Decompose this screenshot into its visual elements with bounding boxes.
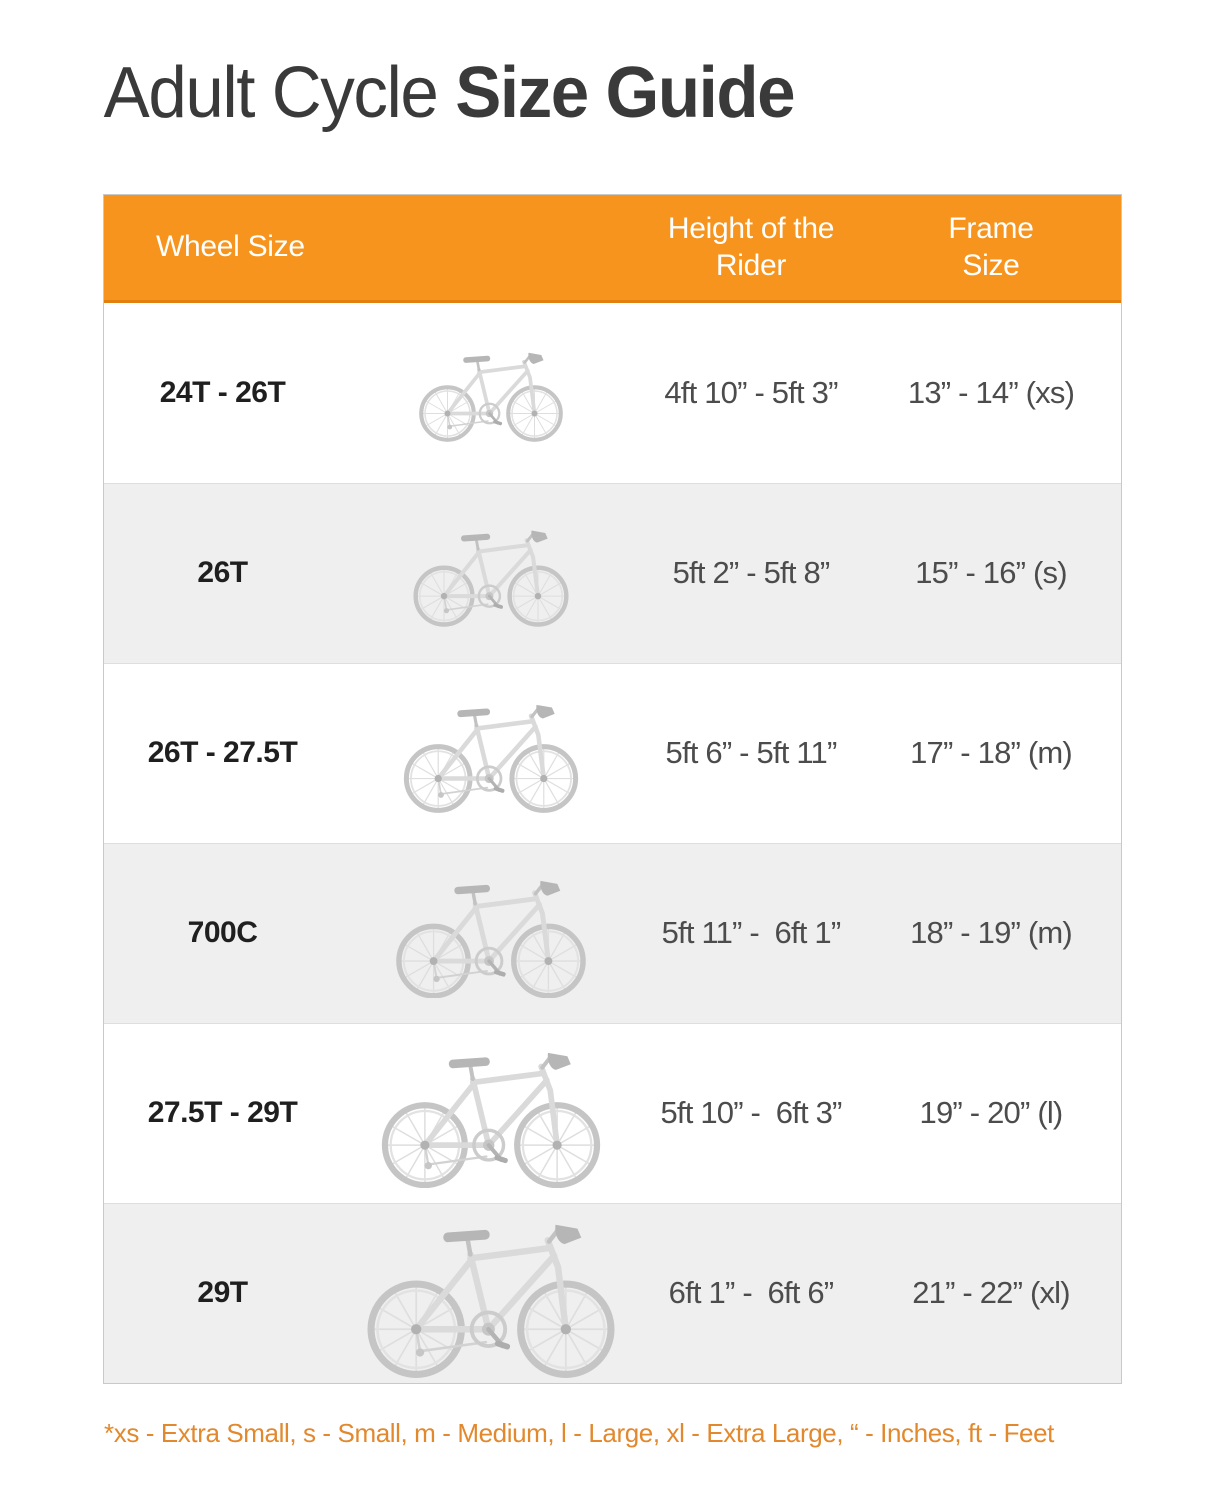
- header-rider-height: Height of the Rider: [641, 210, 861, 285]
- header-frame-size: Frame Size: [861, 210, 1121, 285]
- frame-size-value: 17” - 18” (m): [910, 735, 1073, 771]
- bike-illustration-cell: [341, 520, 641, 627]
- table-row-27-5t-29t: 27.5T - 29T 5ft 10” - 6ft 3” 19” - 20” (…: [104, 1022, 1121, 1203]
- bike-illustration-cell: [341, 343, 641, 442]
- bike-side-view-icon: [362, 1208, 620, 1378]
- bike-side-view-icon: [400, 693, 582, 813]
- rider-height-value: 5ft 6” - 5ft 11”: [665, 735, 838, 771]
- bike-side-view-icon: [377, 1038, 605, 1188]
- header-rider-height-line1: Height of the: [667, 211, 835, 245]
- header-wheel-size: Wheel Size: [156, 230, 305, 264]
- bike-illustration-cell: [341, 1038, 641, 1188]
- frame-size-value: 19” - 20” (l): [919, 1095, 1064, 1131]
- table-header-row: Wheel Size Height of the Rider Frame Siz…: [104, 194, 1121, 303]
- rider-height-value: 4ft 10” - 5ft 3”: [664, 374, 838, 410]
- legend-footnote: *xs - Extra Small, s - Small, m - Medium…: [104, 1417, 1054, 1448]
- wheel-size-value: 27.5T - 29T: [147, 1096, 298, 1130]
- bike-illustration-cell: [341, 1208, 641, 1378]
- rider-height-value: 5ft 10” - 6ft 3”: [660, 1095, 842, 1131]
- frame-size-value: 15” - 16” (s): [915, 555, 1067, 591]
- bike-illustration-cell: [341, 868, 641, 999]
- table-row-24t-26t: 24T - 26T 4ft 10” - 5ft 3” 13” - 14” (xs…: [104, 302, 1121, 483]
- wheel-size-value: 29T: [197, 1276, 248, 1310]
- wheel-size-value: 26T - 27.5T: [147, 736, 298, 770]
- wheel-size-value: 26T: [197, 556, 248, 590]
- page-title: Adult Cycle Size Guide: [0, 0, 1176, 132]
- frame-size-value: 21” - 22” (xl): [912, 1275, 1070, 1311]
- bike-illustration-cell: [341, 693, 641, 813]
- table-row-26t-27-5t: 26T - 27.5T 5ft 6” - 5ft 11” 17” - 18” (…: [104, 662, 1121, 843]
- frame-size-value: 13” - 14” (xs): [907, 374, 1075, 410]
- bike-side-view-icon: [392, 868, 590, 999]
- rider-height-value: 6ft 1” - 6ft 6”: [668, 1275, 834, 1311]
- size-guide-table: Wheel Size Height of the Rider Frame Siz…: [103, 193, 1122, 1384]
- wheel-size-value: 700C: [187, 916, 258, 950]
- page-title-light: Adult Cycle: [103, 53, 456, 133]
- table-row-29t: 29T 6ft 1” - 6ft 6” 21” - 22” (xl): [104, 1202, 1121, 1383]
- rider-height-value: 5ft 11” - 6ft 1”: [661, 915, 842, 951]
- bike-side-view-icon: [410, 520, 572, 627]
- bike-side-view-icon: [416, 343, 566, 442]
- header-rider-height-line2: Rider: [715, 249, 787, 283]
- table-row-700c: 700C 5ft 11” - 6ft 1” 18” - 19” (m): [104, 842, 1121, 1023]
- header-frame-size-line2: Size: [962, 249, 1020, 283]
- rider-height-value: 5ft 2” - 5ft 8”: [672, 555, 831, 591]
- frame-size-value: 18” - 19” (m): [910, 915, 1073, 951]
- table-row-26t: 26T 5ft 2” - 5ft 8” 15” - 16” (s): [104, 482, 1121, 663]
- wheel-size-value: 24T - 26T: [159, 375, 286, 409]
- header-frame-size-line1: Frame: [948, 211, 1034, 245]
- page-title-bold: Size Guide: [455, 53, 795, 133]
